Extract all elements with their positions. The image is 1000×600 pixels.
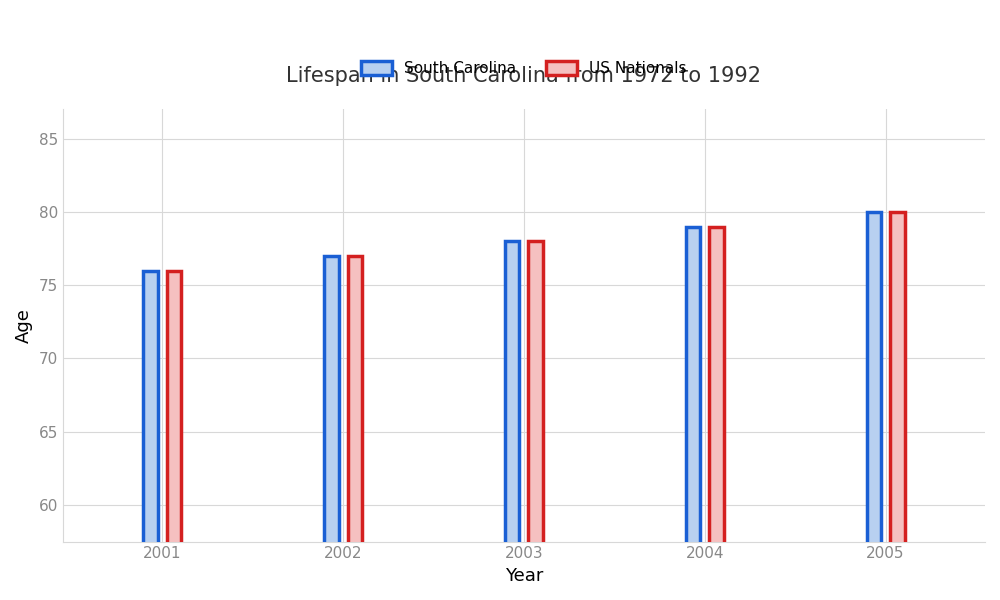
- Legend: South Carolina, US Nationals: South Carolina, US Nationals: [361, 61, 687, 76]
- Bar: [324, 256, 339, 600]
- Bar: [686, 227, 700, 600]
- Bar: [505, 241, 519, 600]
- Bar: [167, 271, 181, 600]
- Bar: [890, 212, 905, 600]
- Bar: [348, 256, 362, 600]
- Y-axis label: Age: Age: [15, 308, 33, 343]
- Bar: [709, 227, 724, 600]
- Bar: [528, 241, 543, 600]
- Bar: [867, 212, 881, 600]
- Bar: [143, 271, 158, 600]
- X-axis label: Year: Year: [505, 567, 543, 585]
- Title: Lifespan in South Carolina from 1972 to 1992: Lifespan in South Carolina from 1972 to …: [286, 65, 761, 86]
